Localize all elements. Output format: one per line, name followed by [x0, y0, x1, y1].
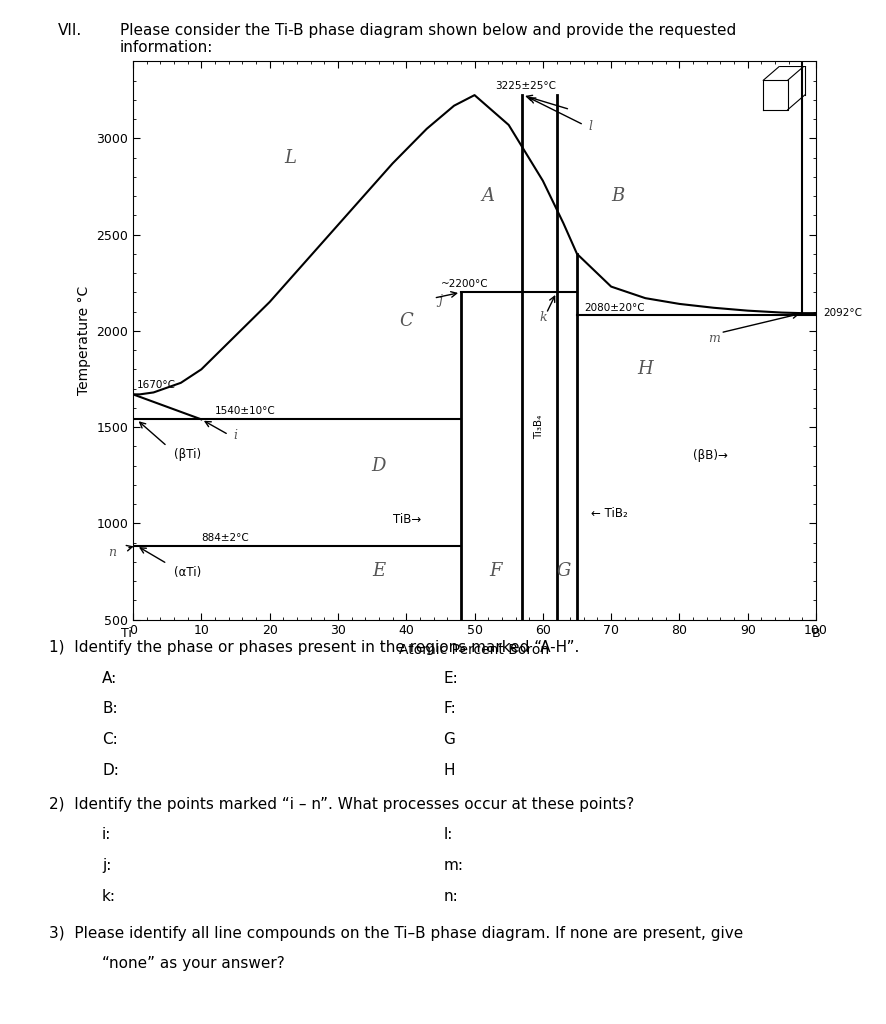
Text: (αTi): (αTi) — [174, 565, 201, 579]
Text: F:: F: — [443, 701, 455, 717]
Text: k: k — [539, 311, 546, 324]
Text: 1670°C: 1670°C — [136, 380, 175, 389]
Text: i:: i: — [102, 827, 112, 843]
Text: l:: l: — [443, 827, 453, 843]
Text: 3)  Please identify all line compounds on the Ti–B phase diagram. If none are pr: 3) Please identify all line compounds on… — [49, 926, 742, 941]
Text: B: B — [811, 628, 820, 640]
Text: m: m — [707, 332, 719, 345]
Y-axis label: Temperature °C: Temperature °C — [77, 286, 90, 395]
Text: Ti₃B₄: Ti₃B₄ — [534, 415, 544, 439]
Text: 1)  Identify the phase or phases present in the regions marked “A-H”.: 1) Identify the phase or phases present … — [49, 640, 579, 655]
Text: E:: E: — [443, 671, 458, 686]
Text: 1540±10°C: 1540±10°C — [214, 407, 276, 417]
Text: n: n — [108, 546, 116, 559]
Text: 2080±20°C: 2080±20°C — [583, 302, 644, 312]
Text: TiB→: TiB→ — [392, 513, 420, 526]
Text: E: E — [372, 562, 385, 581]
Text: B: B — [610, 187, 624, 205]
Text: “none” as your answer?: “none” as your answer? — [102, 956, 284, 972]
Text: (βB)→: (βB)→ — [692, 450, 727, 463]
Text: Please consider the Ti-B phase diagram shown below and provide the requested
inf: Please consider the Ti-B phase diagram s… — [120, 23, 735, 55]
Text: m:: m: — [443, 858, 463, 873]
Text: 2)  Identify the points marked “i – n”. What processes occur at these points?: 2) Identify the points marked “i – n”. W… — [49, 797, 633, 812]
Text: j:: j: — [102, 858, 112, 873]
Text: n:: n: — [443, 889, 458, 904]
Text: H: H — [637, 360, 652, 378]
Text: 3225±25°C: 3225±25°C — [494, 81, 556, 91]
Text: B:: B: — [102, 701, 118, 717]
X-axis label: Atomic Percent Boron: Atomic Percent Boron — [399, 643, 549, 657]
Text: ← TiB₂: ← TiB₂ — [590, 507, 626, 520]
Text: Ti: Ti — [120, 628, 131, 640]
Text: C:: C: — [102, 732, 118, 748]
Text: VII.: VII. — [58, 23, 82, 38]
Text: H: H — [443, 763, 455, 778]
Text: A:: A: — [102, 671, 117, 686]
Text: k:: k: — [102, 889, 116, 904]
Text: A: A — [481, 187, 494, 205]
Text: F: F — [488, 562, 501, 581]
Text: (βTi): (βTi) — [174, 449, 201, 461]
Text: D: D — [371, 457, 385, 474]
Text: i: i — [233, 429, 237, 442]
Text: G: G — [443, 732, 455, 748]
Text: D:: D: — [102, 763, 119, 778]
Text: l: l — [588, 121, 592, 133]
Text: L: L — [284, 148, 296, 167]
Text: 884±2°C: 884±2°C — [201, 532, 249, 543]
Text: j: j — [438, 294, 442, 306]
Text: 2092°C: 2092°C — [822, 308, 861, 318]
Text: ~2200°C: ~2200°C — [440, 280, 487, 290]
Text: C: C — [399, 312, 413, 330]
Text: G: G — [556, 562, 570, 581]
